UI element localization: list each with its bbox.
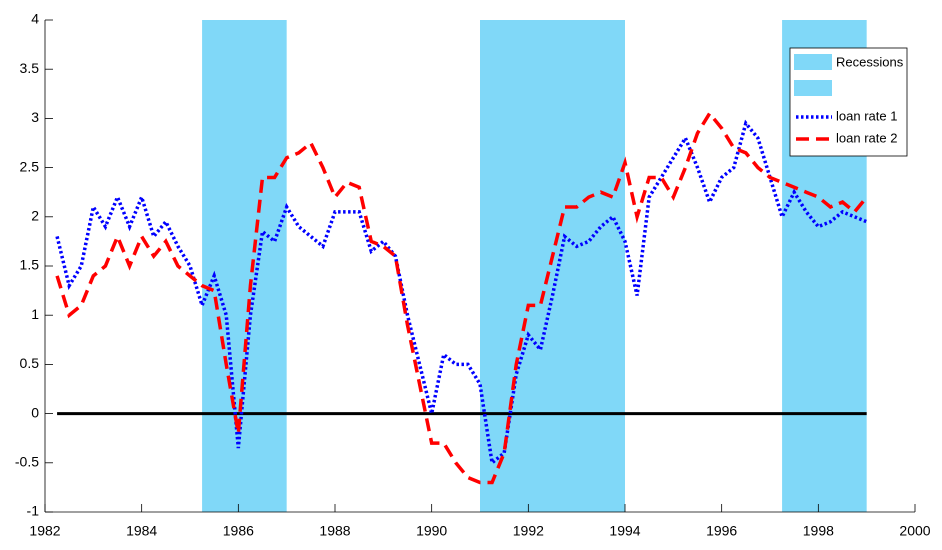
recession-band	[202, 20, 287, 512]
x-tick-label: 2000	[899, 523, 930, 539]
x-tick-label: 1992	[513, 523, 544, 539]
y-tick-label: 1.5	[20, 257, 40, 273]
x-tick-label: 1988	[319, 523, 350, 539]
legend-label: Recessions	[836, 54, 904, 69]
legend: Recessions loan rate 1 loan rate 2	[789, 47, 908, 157]
x-tick-label: 1990	[416, 523, 447, 539]
y-tick-label: 4	[31, 11, 39, 27]
legend-label: loan rate 2	[836, 130, 897, 145]
legend-label: loan rate 1	[836, 108, 897, 123]
y-tick-label: -0.5	[15, 454, 39, 470]
y-tick-label: 2	[31, 208, 39, 224]
plot-area	[55, 20, 869, 512]
y-tick-label: 0	[31, 404, 39, 420]
y-tick-label: 2.5	[20, 158, 40, 174]
x-tick-label: 1998	[803, 523, 834, 539]
y-tick-label: 0.5	[20, 355, 40, 371]
recession-band	[480, 20, 625, 512]
x-tick-label: 1986	[223, 523, 254, 539]
legend-swatch	[794, 54, 832, 70]
series-line	[55, 119, 868, 467]
y-tick-label: -1	[27, 503, 40, 519]
y-tick-label: 3.5	[20, 60, 40, 76]
x-tick-label: 1982	[29, 523, 60, 539]
x-tick-label: 1996	[706, 523, 737, 539]
x-tick-label: 1994	[609, 523, 640, 539]
x-tick-label: 1984	[126, 523, 157, 539]
axes: -1 -0.5 0 0.5 1 1.5 2 2.5 3 3.5 4 1982 1984 1986 1988 1…	[15, 11, 931, 539]
y-tick-label: 1	[31, 306, 39, 322]
y-tick-label: 3	[31, 109, 39, 125]
series-line	[55, 110, 869, 485]
legend-swatch	[794, 80, 832, 96]
